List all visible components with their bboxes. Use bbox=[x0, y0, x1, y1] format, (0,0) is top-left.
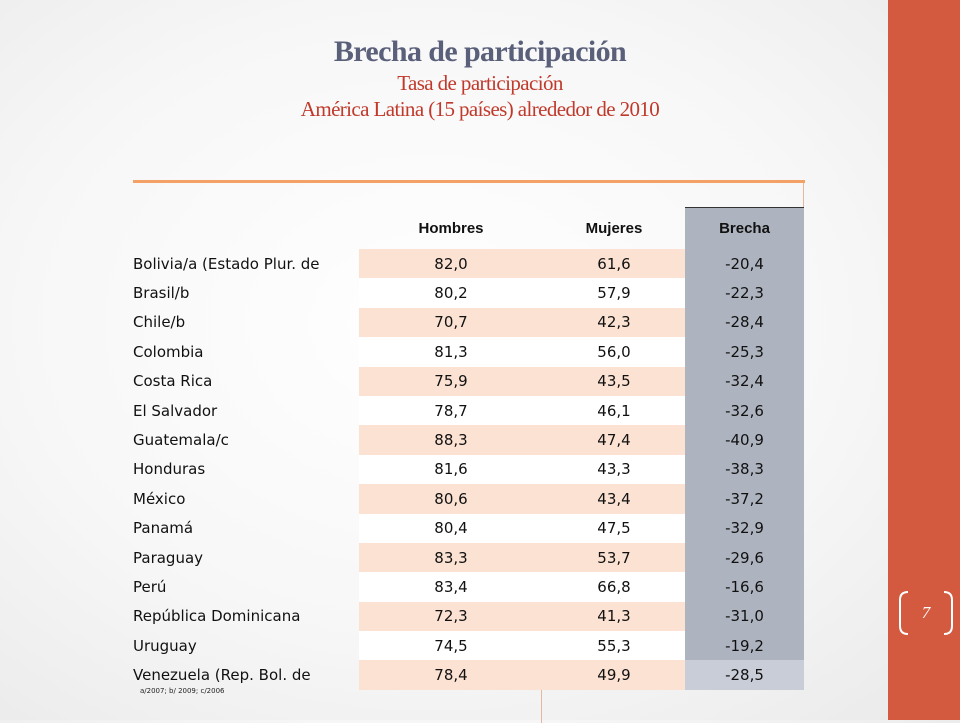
cell-brecha: -32,9 bbox=[685, 513, 804, 543]
header-country bbox=[133, 208, 359, 250]
table-row: Chile/b 70,7 42,3 -28,4 bbox=[133, 307, 804, 338]
cell-hombres: 83,4 bbox=[359, 572, 543, 602]
table-row: Guatemala/c 88,3 47,4 -40,9 bbox=[133, 425, 804, 455]
cell-mujeres: 49,9 bbox=[543, 660, 685, 690]
slide-title: Brecha de participación bbox=[333, 35, 627, 68]
table-row: Panamá 80,4 47,5 -32,9 bbox=[133, 513, 804, 543]
cell-hombres: 78,7 bbox=[359, 395, 543, 426]
slide-subtitle-line-2: América Latina (15 países) alrededor de … bbox=[300, 97, 660, 121]
table-row: Honduras 81,6 43,3 -38,3 bbox=[133, 454, 804, 485]
header-hombres: Hombres bbox=[418, 219, 484, 237]
cell-mujeres: 61,6 bbox=[543, 249, 685, 279]
table-row: Venezuela (Rep. Bol. de 78,4 49,9 -28,5 bbox=[133, 660, 804, 690]
cell-hombres: 75,9 bbox=[359, 366, 543, 396]
cell-mujeres: 47,5 bbox=[543, 513, 685, 543]
cell-country: Honduras bbox=[133, 460, 206, 479]
table-divider-line bbox=[541, 688, 542, 723]
footnote: a/2007; b/ 2009; c/2006 bbox=[140, 687, 225, 695]
cell-hombres: 82,0 bbox=[359, 249, 543, 279]
cell-brecha: -40,9 bbox=[685, 425, 804, 455]
table-row: Costa Rica 75,9 43,5 -32,4 bbox=[133, 366, 804, 396]
cell-mujeres: 41,3 bbox=[543, 601, 685, 632]
cell-country: Paraguay bbox=[133, 548, 204, 567]
cell-hombres: 80,2 bbox=[359, 278, 543, 308]
cell-country: Guatemala/c bbox=[133, 431, 229, 450]
cell-mujeres: 46,1 bbox=[543, 395, 685, 426]
cell-hombres: 80,6 bbox=[359, 484, 543, 514]
cell-mujeres: 53,7 bbox=[543, 542, 685, 573]
cell-mujeres: 57,9 bbox=[543, 278, 685, 308]
cell-country: Chile/b bbox=[133, 313, 186, 332]
cell-mujeres: 56,0 bbox=[543, 337, 685, 367]
cell-country: Brasil/b bbox=[133, 284, 190, 303]
header-brecha: Brecha bbox=[685, 207, 804, 249]
cell-country: Uruguay bbox=[133, 636, 197, 655]
table-divider-line bbox=[803, 183, 804, 211]
cell-brecha: -19,2 bbox=[685, 631, 804, 661]
slide-subtitle-line-1: Tasa de participación bbox=[397, 71, 563, 95]
cell-country: Venezuela (Rep. Bol. de bbox=[133, 666, 311, 685]
cell-country: Colombia bbox=[133, 342, 204, 361]
table-row: Paraguay 83,3 53,7 -29,6 bbox=[133, 542, 804, 573]
cell-mujeres: 66,8 bbox=[543, 572, 685, 602]
table-row: Colombia 81,3 56,0 -25,3 bbox=[133, 337, 804, 367]
cell-hombres: 74,5 bbox=[359, 631, 543, 661]
header-mujeres: Mujeres bbox=[585, 219, 643, 237]
table-row: El Salvador 78,7 46,1 -32,6 bbox=[133, 395, 804, 426]
cell-country: El Salvador bbox=[133, 401, 218, 420]
table-row: Uruguay 74,5 55,3 -19,2 bbox=[133, 631, 804, 661]
cell-brecha: -37,2 bbox=[685, 484, 804, 514]
cell-country: República Dominicana bbox=[133, 607, 301, 626]
table-row: República Dominicana 72,3 41,3 -31,0 bbox=[133, 601, 804, 632]
cell-mujeres: 43,3 bbox=[543, 454, 685, 485]
title-block: Brecha de participación Tasa de particip… bbox=[130, 34, 830, 122]
cell-hombres: 72,3 bbox=[359, 601, 543, 632]
cell-country: Perú bbox=[133, 577, 167, 596]
cell-brecha: -20,4 bbox=[685, 249, 804, 279]
cell-hombres: 70,7 bbox=[359, 307, 543, 338]
cell-mujeres: 47,4 bbox=[543, 425, 685, 455]
table-header-row: Hombres Mujeres Brecha bbox=[133, 207, 804, 250]
page-number-bracket bbox=[899, 591, 953, 635]
table-frame: Hombres Mujeres Brecha Bolivia/a (Estado… bbox=[133, 180, 805, 723]
cell-mujeres: 55,3 bbox=[543, 631, 685, 661]
cell-brecha: -16,6 bbox=[685, 572, 804, 602]
cell-hombres: 81,3 bbox=[359, 337, 543, 367]
cell-mujeres: 43,5 bbox=[543, 366, 685, 396]
table-row: México 80,6 43,4 -37,2 bbox=[133, 484, 804, 514]
cell-brecha: -31,0 bbox=[685, 601, 804, 632]
table-row: Bolivia/a (Estado Plur. de 82,0 61,6 -20,4 bbox=[133, 249, 804, 279]
cell-country: México bbox=[133, 489, 186, 508]
cell-country: Panamá bbox=[133, 519, 194, 538]
cell-mujeres: 42,3 bbox=[543, 307, 685, 338]
cell-country: Costa Rica bbox=[133, 372, 213, 391]
cell-hombres: 88,3 bbox=[359, 425, 543, 455]
cell-brecha: -25,3 bbox=[685, 337, 804, 367]
cell-mujeres: 43,4 bbox=[543, 484, 685, 514]
cell-country: Bolivia/a (Estado Plur. de bbox=[133, 254, 320, 273]
participation-table: Hombres Mujeres Brecha Bolivia/a (Estado… bbox=[133, 207, 804, 690]
cell-brecha: -29,6 bbox=[685, 542, 804, 573]
cell-hombres: 78,4 bbox=[359, 660, 543, 690]
table-row: Brasil/b 80,2 57,9 -22,3 bbox=[133, 278, 804, 308]
cell-brecha: -32,6 bbox=[685, 395, 804, 426]
page-number: 7 bbox=[921, 603, 931, 622]
cell-brecha: -28,5 bbox=[685, 660, 804, 690]
cell-brecha: -28,4 bbox=[685, 307, 804, 338]
cell-hombres: 80,4 bbox=[359, 513, 543, 543]
table-row: Perú 83,4 66,8 -16,6 bbox=[133, 572, 804, 602]
cell-brecha: -22,3 bbox=[685, 278, 804, 308]
cell-hombres: 83,3 bbox=[359, 542, 543, 573]
cell-brecha: -38,3 bbox=[685, 454, 804, 485]
cell-brecha: -32,4 bbox=[685, 366, 804, 396]
cell-hombres: 81,6 bbox=[359, 454, 543, 485]
